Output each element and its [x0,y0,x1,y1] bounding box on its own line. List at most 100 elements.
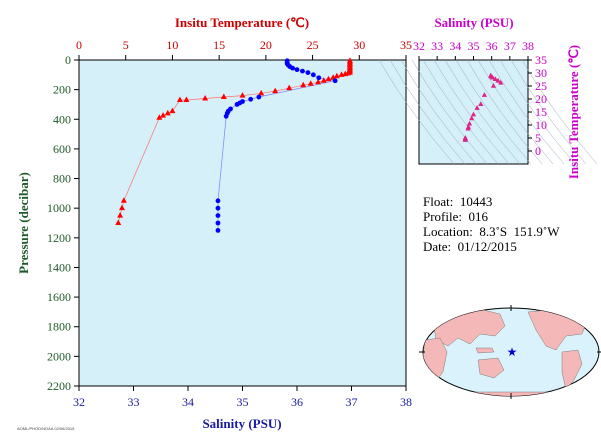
land-antarctica [439,391,581,396]
density-contour [466,59,543,165]
profile-markers [115,57,353,233]
ts-data-point [469,115,475,121]
salinity-data-point [332,78,338,84]
temperature-data-point [169,107,176,114]
pressure-tick-label: 200 [53,83,71,97]
density-contour [378,59,455,165]
density-contour [521,59,598,165]
salinity-axis-title: Salinity (PSU) [202,416,281,431]
density-contour [389,59,466,165]
salinity-data-point [215,205,221,211]
temperature-tick-label: 0 [76,38,82,52]
ts-points [462,72,504,142]
temperature-data-point [300,81,307,88]
salinity-tick-label: 38 [400,395,412,409]
ts-data-point [492,76,498,82]
salinity-tick-label: 34 [182,395,194,409]
temperature-tick-label: 20 [260,38,272,52]
density-contour [400,59,477,165]
salinity-tick-label: 35 [237,395,249,409]
date-text: Date: 01/12/2015 [423,239,517,254]
pressure-tick-label: 1000 [47,201,71,215]
pressure-tick-label: 2000 [47,349,71,363]
temperature-data-point [156,114,163,120]
pressure-axis-ticks: 0 200 400 600 800 1000 1200 1400 1600 1800 2000 220… [47,53,79,393]
pressure-tick-label: 1600 [47,290,71,304]
ts-salinity-tick-label: 38 [522,39,534,53]
ts-temperature-tick-label: 10 [535,118,547,132]
temperature-data-point [202,95,209,101]
salinity-tick-label: 33 [128,395,140,409]
ts-temperature-tick-label: 15 [535,105,547,119]
float-id-text: Float: 10443 [423,194,493,209]
temperature-data-point [239,92,246,98]
salinity-data-point [256,94,262,100]
salinity-tick-label: 36 [291,395,303,409]
pressure-tick-label: 2200 [47,379,71,393]
temperature-data-point [320,77,327,83]
temperature-data-point [176,96,183,103]
density-contour [411,59,488,165]
main-profile-chart: 0 5 10 15 20 25 30 35 32 33 34 35 36 37 38 0 200 400 600… [16,15,412,431]
credit-text: AOML/PHOD/NOAA 02/06/2015 [17,426,75,431]
ts-density-contours [378,59,598,165]
temperature-tick-label: 5 [123,38,129,52]
temperature-data-point [120,197,127,203]
temperature-tick-label: 35 [400,38,412,52]
density-contour [499,59,576,165]
ts-temperature-tick-label: 20 [535,92,547,106]
land-australia [477,357,505,379]
pressure-tick-label: 1800 [47,320,71,334]
temperature-data-point [183,96,190,103]
land-south-america [561,349,583,391]
profile-number-text: Profile: 016 [423,209,488,224]
ts-data-point [470,111,477,117]
ts-data-point [474,105,480,110]
density-contour [433,59,510,165]
ts-salinity-tick-label: 35 [468,39,480,53]
pressure-tick-label: 800 [53,172,71,186]
ts-data-point [466,120,473,126]
salinity-data-point [310,72,316,78]
temperature-tick-label: 30 [353,38,365,52]
salinity-data-point [305,70,311,75]
salinity-tick-label: 32 [73,395,85,409]
ts-temperature-tick-label: 30 [535,66,547,80]
ts-data-point [495,77,501,83]
density-contour [455,59,532,165]
ts-temperature-tick-label: 35 [535,53,547,67]
temperature-data-point [307,80,314,86]
temperature-data-point [272,87,279,94]
pressure-tick-label: 1400 [47,260,71,274]
main-plot-area [78,59,407,387]
pressure-axis-title: Pressure (decibar) [16,172,31,274]
density-contour [422,59,499,165]
temperature-data-point [115,219,122,225]
temperature-data-point [325,75,332,82]
salinity-data-point [215,228,221,233]
pressure-tick-label: 400 [53,112,71,126]
ts-data-point [478,101,484,106]
temperature-data-point [220,93,227,100]
ts-salinity-axis-ticks: 32 33 34 35 36 37 38 [413,39,534,60]
temperature-tick-label: 15 [213,38,225,52]
temperature-data-point [286,84,293,91]
temperature-data-point [160,112,167,118]
salinity-data-point [316,75,322,81]
temperature-data-point [258,89,265,96]
temperature-data-point [342,70,349,77]
salinity-tick-label: 37 [346,395,358,409]
temperature-data-point [338,71,345,77]
density-contour [477,59,554,165]
pressure-tick-label: 1200 [47,231,71,245]
temperature-data-point [164,109,171,116]
ts-data-point [489,74,496,80]
density-contour [444,59,521,165]
float-location-marker: ★ [507,345,518,359]
ts-data-point [490,83,497,88]
temperature-tick-label: 25 [307,38,319,52]
salinity-data-point [294,67,300,73]
